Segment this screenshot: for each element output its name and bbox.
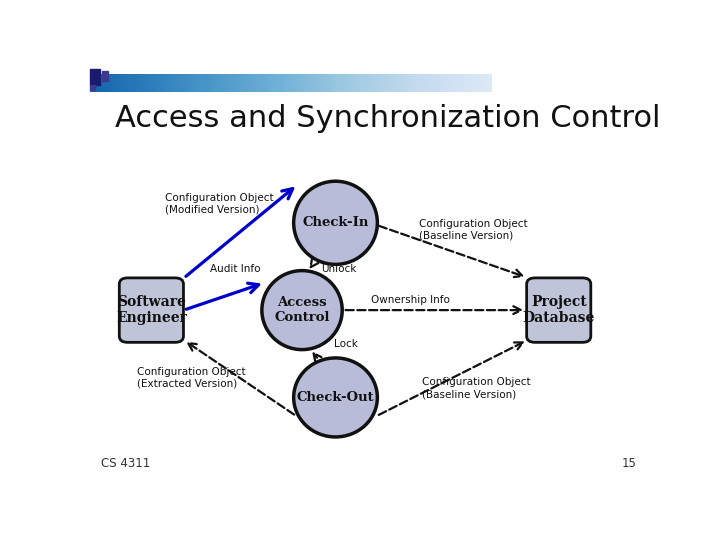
Text: Project
Database: Project Database: [523, 295, 595, 325]
Text: 15: 15: [622, 457, 637, 470]
Text: Access and Synchronization Control: Access and Synchronization Control: [115, 104, 661, 133]
Ellipse shape: [262, 271, 342, 349]
FancyBboxPatch shape: [120, 278, 184, 342]
Text: Configuration Object
(Modified Version): Configuration Object (Modified Version): [166, 193, 274, 215]
Ellipse shape: [294, 358, 377, 437]
Text: Unlock: Unlock: [322, 264, 357, 274]
Text: Software
Engineer: Software Engineer: [116, 295, 186, 325]
Text: Check-In: Check-In: [302, 217, 369, 230]
Text: Configuration Object
(Baseline Version): Configuration Object (Baseline Version): [422, 377, 531, 399]
FancyBboxPatch shape: [526, 278, 591, 342]
Text: Configuration Object
(Extracted Version): Configuration Object (Extracted Version): [138, 367, 246, 388]
Text: Configuration Object
(Baseline Version): Configuration Object (Baseline Version): [419, 219, 528, 240]
Text: Lock: Lock: [334, 339, 359, 349]
Text: Audit Info: Audit Info: [210, 264, 261, 274]
Bar: [102, 71, 109, 82]
Text: CS 4311: CS 4311: [101, 457, 150, 470]
Bar: [90, 85, 95, 90]
Text: Check-Out: Check-Out: [297, 391, 374, 404]
Text: Ownership Info: Ownership Info: [372, 295, 450, 305]
Text: Access
Control: Access Control: [274, 296, 330, 324]
Ellipse shape: [294, 181, 377, 265]
Bar: [90, 69, 100, 85]
